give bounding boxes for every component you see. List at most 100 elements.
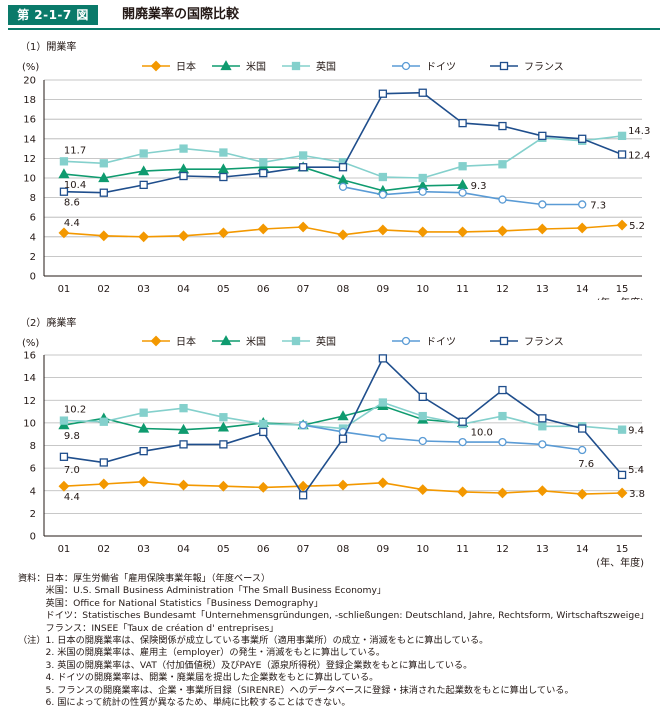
legend-label: 英国	[316, 60, 336, 73]
data-point	[378, 172, 388, 182]
data-point	[179, 440, 188, 449]
data-point	[259, 158, 268, 167]
y-tick-label: 10	[23, 418, 36, 429]
data-point	[217, 421, 230, 432]
data-point	[401, 61, 411, 71]
y-tick-label: 18	[23, 95, 36, 106]
data-point	[219, 440, 228, 449]
x-tick-label: 07	[297, 284, 310, 295]
data-point	[99, 159, 108, 168]
data-point	[297, 221, 309, 233]
figure-title: 開廃業率の国際比較	[122, 7, 240, 22]
x-tick-label: 13	[536, 284, 549, 295]
data-point	[418, 411, 427, 421]
note-line: 4. ドイツの開廃業率は、開業・廃業届を提出した企業数をもとに算出している。	[18, 672, 379, 684]
data-point	[298, 163, 308, 172]
data-point	[538, 131, 547, 141]
data-point	[138, 476, 150, 488]
legend-label: 米国	[246, 60, 266, 73]
x-tick-label: 02	[97, 544, 110, 555]
legend: 日本 米国 英国 ドイツ フランス	[142, 335, 564, 348]
data-point	[378, 433, 388, 442]
y-tick-label: 4	[30, 486, 36, 497]
note-line: フランス：INSEE「Taux de création d' entrepris…	[18, 622, 279, 634]
data-point	[536, 485, 548, 497]
data-point	[217, 227, 229, 239]
panel-label: （2）廃業率	[20, 316, 76, 329]
data-point	[58, 168, 70, 179]
data-point	[59, 452, 69, 461]
data-point	[220, 60, 232, 71]
data-point	[338, 163, 348, 172]
data-point	[139, 180, 148, 190]
data-point	[498, 121, 507, 131]
data-point	[139, 408, 148, 417]
data-point	[498, 160, 507, 169]
data-point	[179, 171, 188, 181]
data-point	[457, 226, 469, 238]
data-point	[291, 61, 301, 71]
data-point	[538, 414, 547, 423]
data-point	[177, 423, 190, 434]
x-tick-label: 05	[217, 544, 230, 555]
y-unit-label: (%)	[22, 62, 39, 73]
data-point	[257, 481, 269, 493]
data-point	[59, 157, 69, 166]
data-label: 9.4	[628, 426, 644, 437]
note-line: 6. 国によって統計の性質が異なるため、単純に比較することはできない。	[18, 697, 351, 709]
legend-label: 米国	[246, 335, 266, 348]
data-label: 8.6	[64, 198, 80, 209]
data-point	[58, 227, 70, 239]
data-point	[498, 411, 507, 421]
x-tick-label: 14	[576, 544, 589, 555]
data-label: 9.8	[64, 431, 80, 442]
data-point	[616, 219, 628, 231]
x-tick-label: 01	[58, 544, 71, 555]
data-point	[538, 422, 547, 431]
data-point	[498, 385, 507, 395]
data-point	[178, 479, 189, 491]
data-point	[139, 447, 148, 456]
data-point	[617, 150, 627, 159]
data-label: 4.4	[64, 218, 80, 229]
data-point	[458, 118, 467, 128]
y-tick-label: 4	[30, 232, 36, 243]
x-tick-label: 03	[137, 544, 150, 555]
data-point	[59, 187, 69, 196]
x-tick-label: 12	[496, 284, 509, 295]
data-point	[456, 179, 469, 190]
y-tick-label: 14	[23, 134, 36, 145]
x-tick-label: 05	[217, 284, 230, 295]
data-point	[617, 470, 627, 480]
data-label: 7.6	[578, 459, 594, 470]
data-point	[259, 168, 268, 178]
data-label: 5.4	[628, 465, 644, 476]
note-line: 2. 米国の開廃業率は、雇用主（employer）の発生・消滅をもとに算出してい…	[18, 647, 386, 659]
data-point	[418, 173, 427, 183]
source-notes: 資料：日本：厚生労働省「雇用保険事業年報」（年度ベース） 米国：U.S. Sma…	[18, 573, 664, 709]
data-point	[298, 151, 308, 160]
series-3	[338, 182, 587, 209]
data-point	[578, 445, 587, 455]
y-tick-label: 20	[23, 76, 36, 87]
data-point	[139, 149, 148, 158]
data-point	[458, 437, 467, 447]
data-point	[58, 480, 70, 492]
data-point	[576, 222, 588, 234]
data-point	[497, 225, 508, 237]
data-label: 7.0	[64, 465, 80, 476]
data-point	[378, 398, 388, 407]
series-4	[59, 88, 627, 197]
y-tick-label: 8	[30, 441, 36, 452]
y-tick-label: 6	[30, 213, 36, 224]
legend-label: 英国	[316, 335, 336, 348]
data-point	[99, 188, 108, 197]
y-tick-label: 8	[30, 193, 36, 204]
x-tick-label: 03	[137, 284, 150, 295]
legend-label: 日本	[176, 335, 196, 348]
data-point	[378, 354, 388, 363]
note-line: 3. 英国の開廃業率は、VAT（付加価値税）及びPAYE（源泉所得税）登録企業数…	[18, 659, 473, 671]
data-point	[217, 480, 229, 492]
x-tick-label: 11	[456, 544, 469, 555]
